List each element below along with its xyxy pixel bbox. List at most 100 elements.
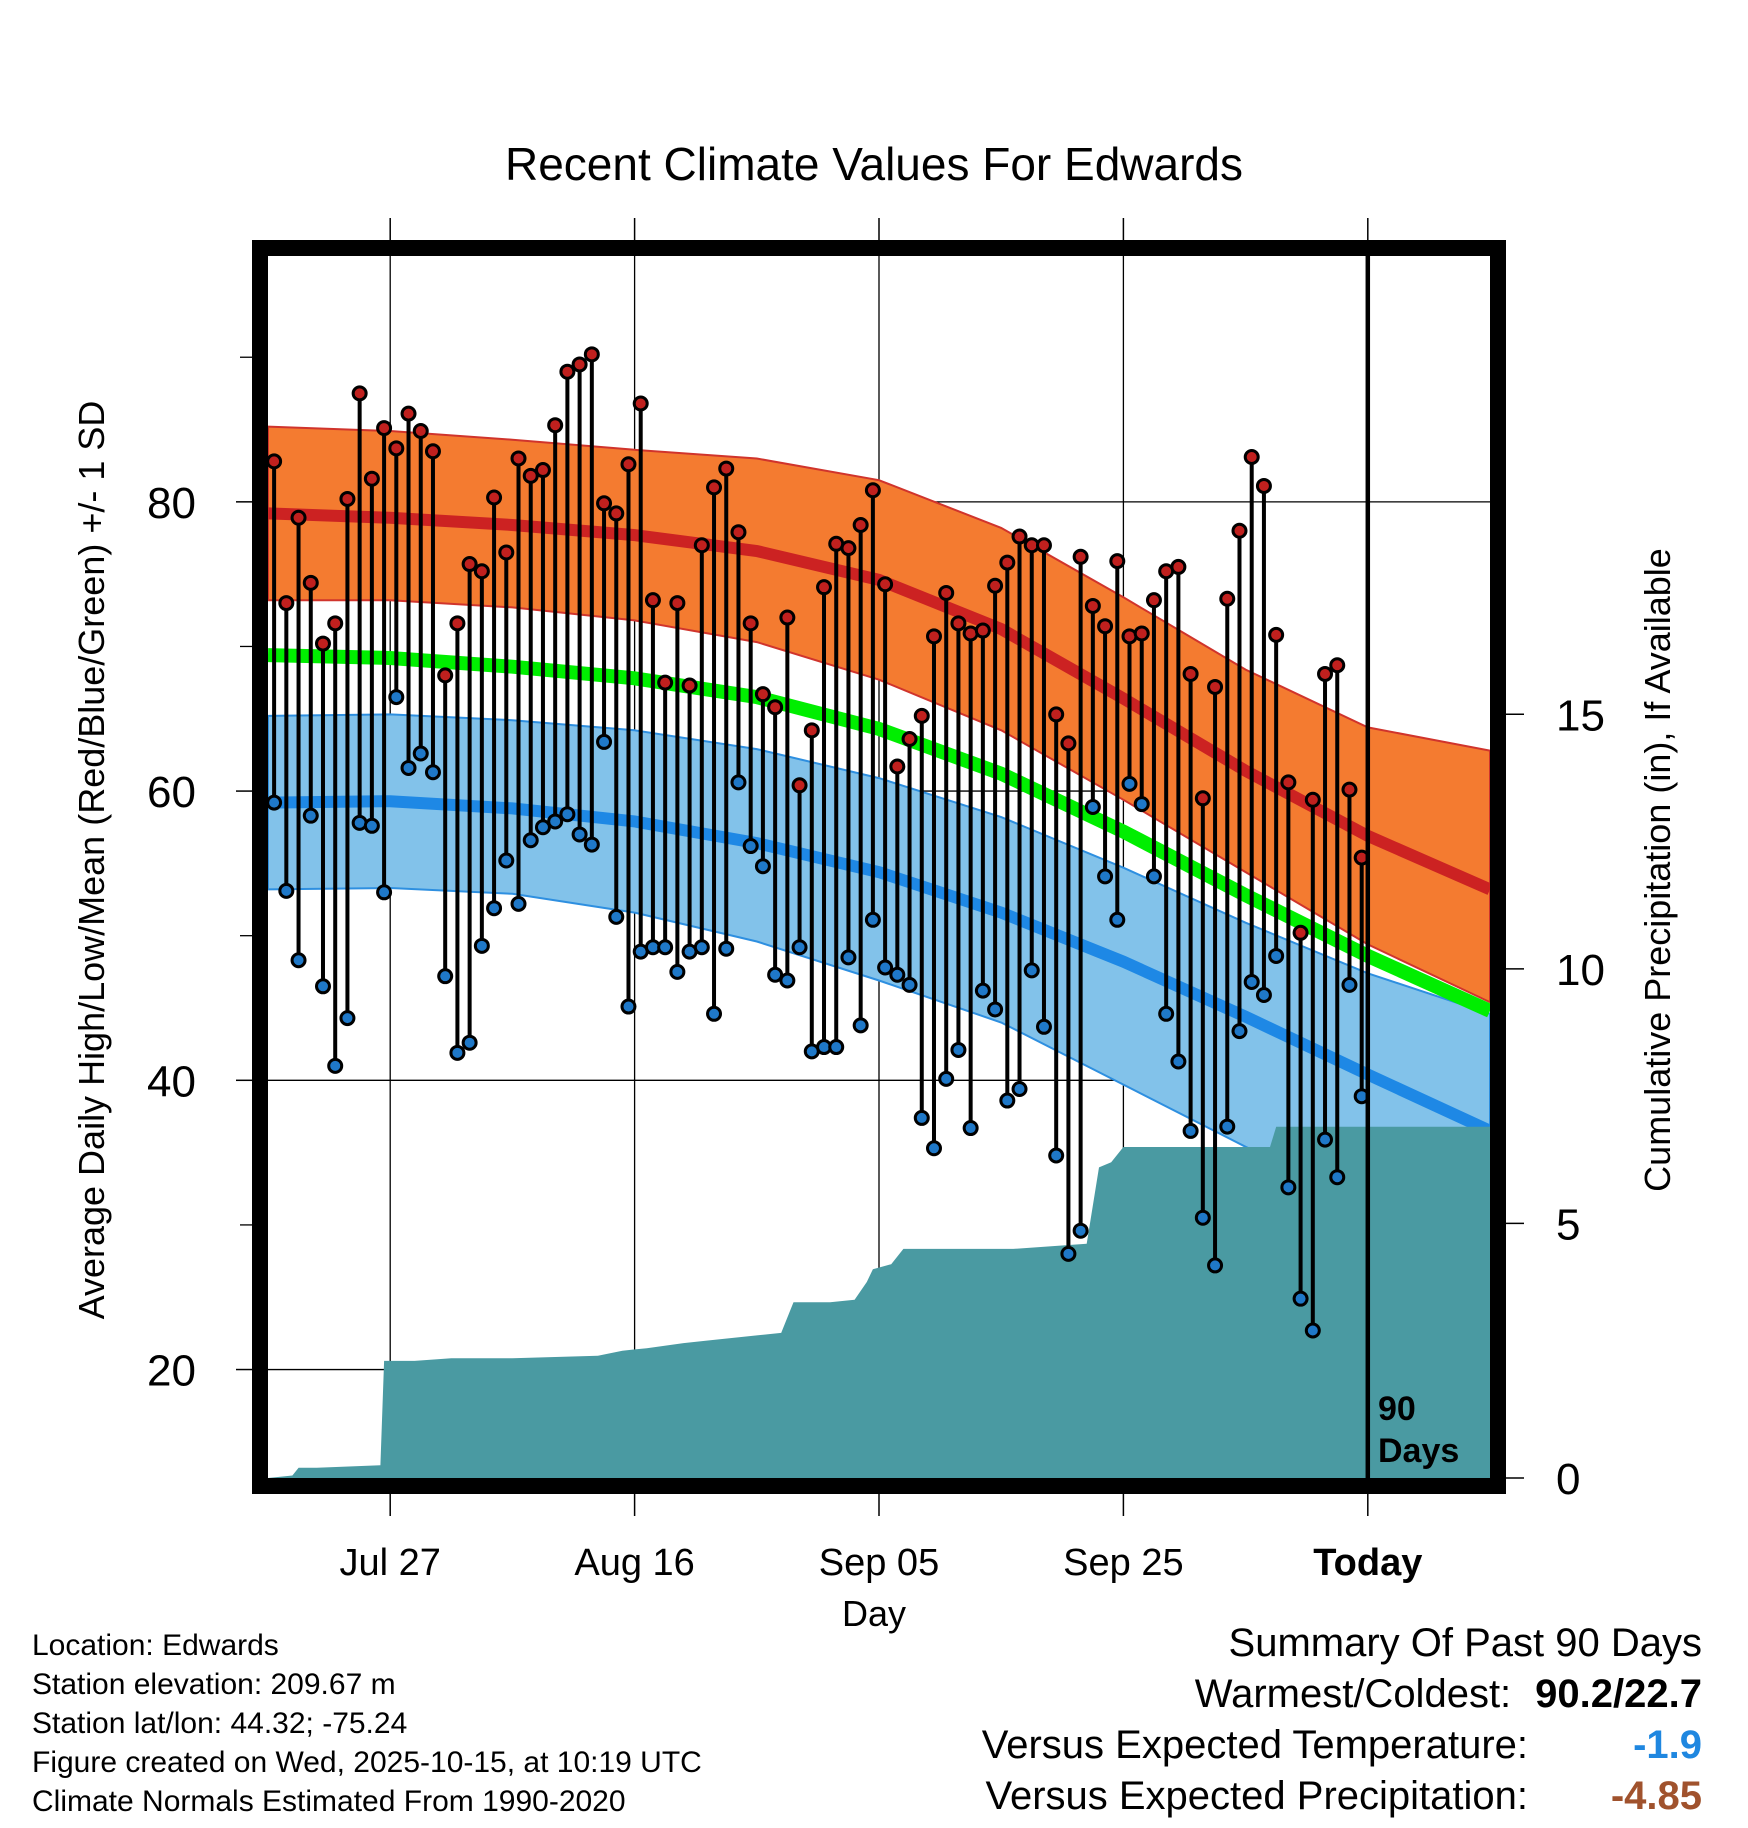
- low-point: [889, 966, 906, 983]
- low-point: [706, 1005, 723, 1022]
- high-point: [864, 482, 881, 499]
- low-point: [583, 836, 600, 853]
- high-point: [657, 674, 674, 691]
- low-point: [498, 852, 515, 869]
- low-point: [290, 952, 307, 969]
- info-elevation: Station elevation: 209.67 m: [32, 1668, 396, 1701]
- low-point: [901, 976, 918, 993]
- low-point: [547, 813, 564, 830]
- high-point: [742, 615, 759, 632]
- high-point: [412, 422, 429, 439]
- low-point: [473, 937, 490, 954]
- high-point: [461, 556, 478, 573]
- normal-low-line: [268, 795, 1490, 1137]
- high-point: [889, 758, 906, 775]
- low-point: [1243, 973, 1260, 990]
- low-point: [1097, 868, 1114, 885]
- low-point: [1329, 1169, 1346, 1186]
- low-point: [1060, 1245, 1077, 1262]
- high-point: [1182, 665, 1199, 682]
- high-point: [510, 450, 527, 467]
- low-point: [1268, 947, 1285, 964]
- precip-area: [268, 1126, 1490, 1478]
- y2-tick-label: 10: [1556, 946, 1605, 995]
- low-point: [791, 939, 808, 956]
- high-point: [363, 470, 380, 487]
- low-point: [877, 959, 894, 976]
- low-point: [388, 689, 405, 706]
- high-point: [1194, 790, 1211, 807]
- high-point: [388, 440, 405, 457]
- low-point: [987, 1001, 1004, 1018]
- x-axis-label: Day: [842, 1593, 906, 1634]
- high-point: [644, 592, 661, 609]
- low-point: [1207, 1257, 1224, 1274]
- high-point: [938, 584, 955, 601]
- high-point: [1255, 477, 1272, 494]
- low-point: [424, 764, 441, 781]
- low-point: [1133, 796, 1150, 813]
- normal-mean-line: [268, 648, 1490, 1018]
- high-point: [816, 579, 833, 596]
- low-point: [314, 978, 331, 995]
- high-point: [1145, 592, 1162, 609]
- low-point: [1341, 976, 1358, 993]
- high-point: [1341, 781, 1358, 798]
- low-point: [1255, 986, 1272, 1003]
- high-point: [718, 460, 735, 477]
- high-point: [681, 677, 698, 694]
- high-point: [1011, 528, 1028, 545]
- low-point: [767, 966, 784, 983]
- high-point: [437, 667, 454, 684]
- low-point: [1121, 775, 1138, 792]
- high-point: [449, 615, 466, 632]
- high-point: [669, 595, 686, 612]
- low-point: [693, 939, 710, 956]
- high-point: [473, 563, 490, 580]
- low-point: [363, 817, 380, 834]
- low-point: [620, 998, 637, 1015]
- high-point: [913, 707, 930, 724]
- station-info: Location: Edwards Station elevation: 209…: [32, 1626, 702, 1821]
- high-point: [974, 622, 991, 639]
- low-point: [1280, 1179, 1297, 1196]
- high-point: [608, 505, 625, 522]
- high-point: [1084, 597, 1101, 614]
- high-point: [1072, 548, 1089, 565]
- low-point: [449, 1044, 466, 1061]
- y2-tick-label: 15: [1556, 691, 1605, 740]
- low-point: [412, 745, 429, 762]
- x-tick-label: Sep 05: [819, 1542, 939, 1584]
- high-point: [400, 405, 417, 422]
- high-point: [1207, 678, 1224, 695]
- summary-precip-row: Versus Expected Precipitation: -4.85: [982, 1771, 1702, 1822]
- low-point: [522, 832, 539, 849]
- high-point: [877, 576, 894, 593]
- high-point: [314, 635, 331, 652]
- high-point: [351, 385, 368, 402]
- low-point: [828, 1039, 845, 1056]
- y-tick-label: 80: [147, 479, 196, 528]
- high-point: [583, 346, 600, 363]
- axes: 20 40 60 80 0 5 10 15 Jul 27 Aug 16 Sep 05 Sep 25 To…: [147, 218, 1605, 1584]
- high-point: [1219, 590, 1236, 607]
- y-tick-label: 60: [147, 768, 196, 817]
- high-point: [339, 490, 356, 507]
- y2-tick-label: 5: [1556, 1200, 1580, 1249]
- high-point: [901, 731, 918, 748]
- low-sd-band: [268, 713, 1490, 1253]
- y2-tick-label: 0: [1556, 1455, 1580, 1504]
- high-point: [571, 356, 588, 373]
- precip-layer: [268, 1126, 1490, 1478]
- high-point: [632, 395, 649, 412]
- low-point: [730, 774, 747, 791]
- precip-label: Versus Expected Precipitation:: [985, 1774, 1528, 1818]
- high-point: [925, 628, 942, 645]
- low-point: [608, 908, 625, 925]
- low-point: [742, 838, 759, 855]
- high-point: [1060, 735, 1077, 752]
- y-tick-label: 20: [147, 1347, 196, 1396]
- high-point: [1097, 618, 1114, 635]
- low-point: [669, 963, 686, 980]
- low-point: [999, 1092, 1016, 1109]
